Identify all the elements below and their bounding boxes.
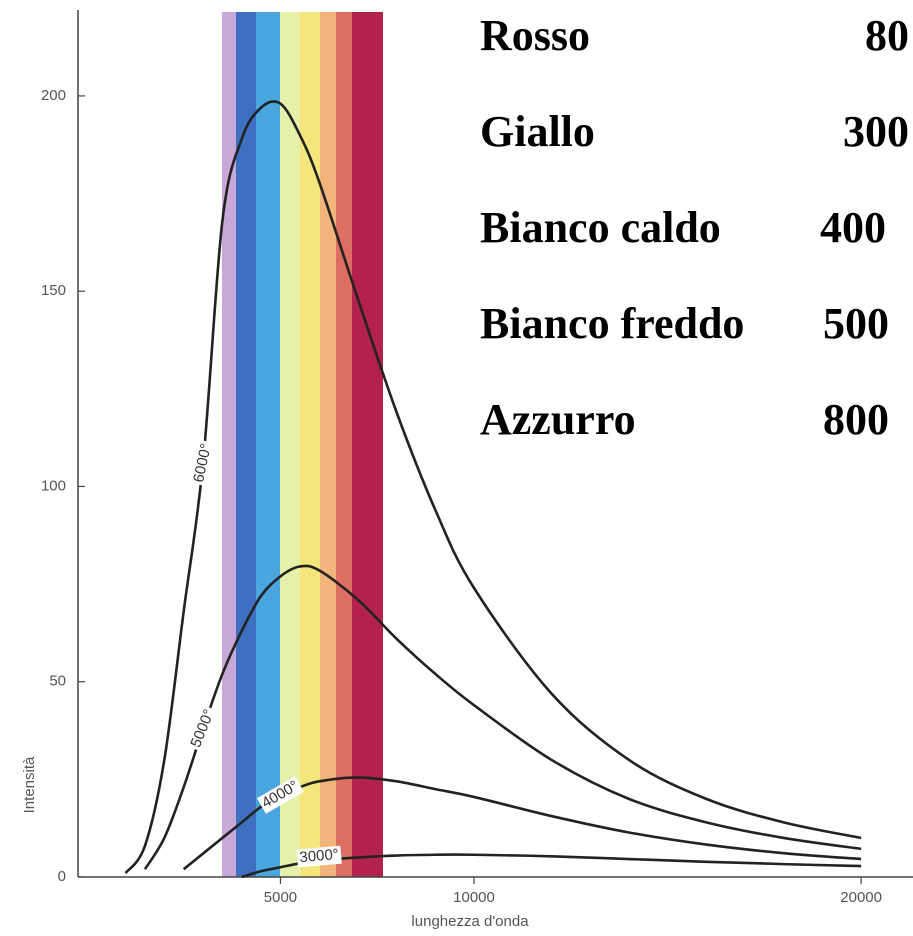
spectrum-stripe: [352, 12, 383, 877]
y-tick-label: 0: [58, 868, 66, 885]
annotation-value: 300: [843, 107, 909, 156]
annotation-label: Giallo: [480, 107, 595, 156]
curve-label: 6000°: [190, 442, 215, 484]
annotation-label: Bianco freddo: [480, 299, 744, 348]
spectrum-stripe: [236, 12, 256, 877]
curve-label: 5000°: [187, 707, 218, 750]
y-tick-label: 100: [41, 477, 66, 494]
annotation-label: Bianco caldo: [480, 203, 721, 252]
annotation-value: 80: [865, 11, 909, 60]
spectrum-stripe: [320, 12, 336, 877]
x-tick-label: 10000: [453, 889, 495, 906]
chart: Intensità lunghezza d'onda 0 50 100 150 200 5…: [0, 0, 913, 936]
spectrum-stripe: [222, 12, 236, 877]
spectrum-stripe: [280, 12, 300, 877]
annotation-label: Azzurro: [480, 395, 636, 444]
y-tick-label: 50: [49, 673, 66, 690]
curve-label: 3000°: [299, 846, 340, 866]
y-tick-label: 200: [41, 87, 66, 104]
annotation-value: 500: [823, 299, 889, 348]
spectrum-stripe: [336, 12, 352, 877]
annotation-value: 400: [820, 203, 886, 252]
y-tick-label: 150: [41, 282, 66, 299]
annotation-label: Rosso: [480, 11, 590, 60]
x-axis-label: lunghezza d'onda: [411, 913, 529, 930]
y-axis-label: Intensità: [21, 756, 38, 813]
x-tick-label: 5000: [264, 889, 297, 906]
spectrum-stripe: [256, 12, 280, 877]
x-tick-label: 20000: [840, 889, 882, 906]
annotation-value: 800: [823, 395, 889, 444]
